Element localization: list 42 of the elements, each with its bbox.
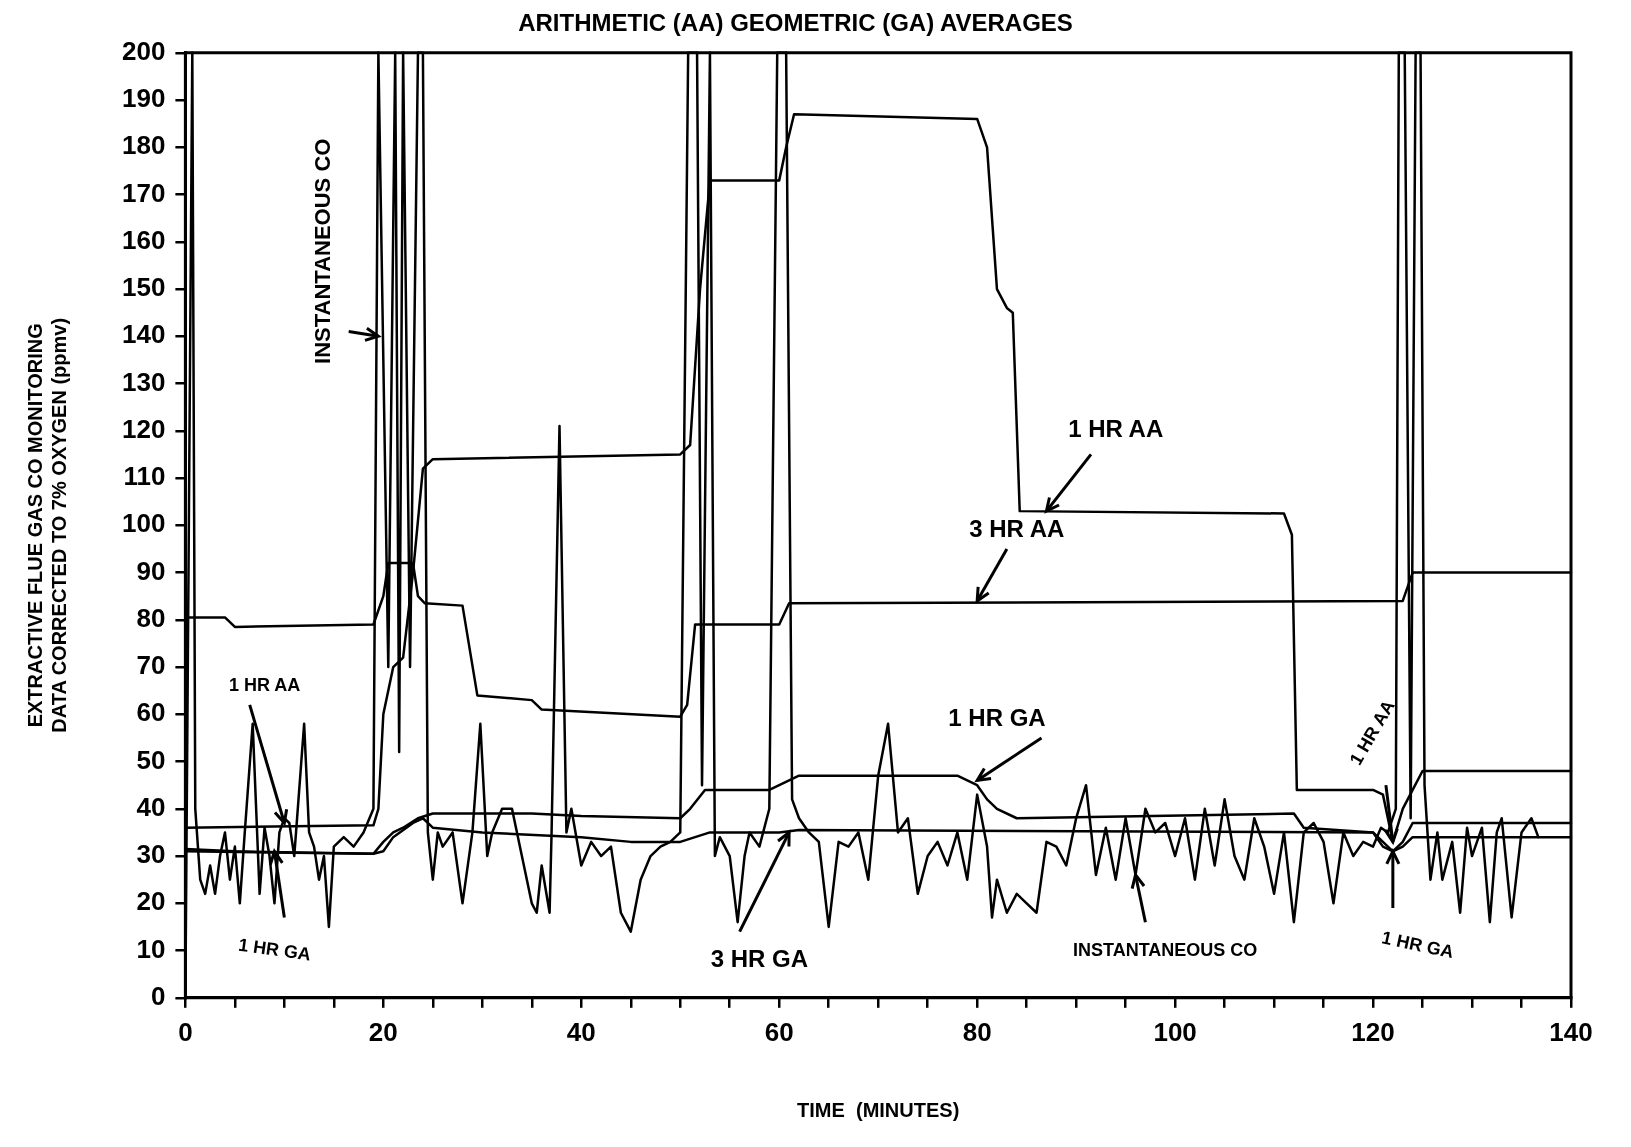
annotation: 1 HR AA [1068, 415, 1164, 443]
y-tick-label: 180 [121, 130, 166, 161]
y-tick-label: 170 [121, 177, 166, 208]
y-tick-label: 120 [121, 413, 166, 444]
y-tick-label: 130 [121, 366, 166, 397]
y-axis-title: EXTRACTIVE FLUE GAS CO MONITORING DATA CORRECTED TO 7% OXYGEN (ppmv) [23, 317, 70, 733]
y-tick-label: 60 [136, 697, 166, 728]
x-tick-label: 40 [566, 1016, 596, 1047]
y-tick-label: 140 [121, 319, 166, 350]
y-tick-label: 190 [121, 83, 166, 114]
chart-title: ARITHMETIC (AA) GEOMETRIC (GA) AVERAGES [518, 9, 1073, 37]
y-tick-label: 160 [121, 224, 166, 255]
annotation: INSTANTANEOUS CO [1073, 939, 1258, 960]
y-tick-label: 70 [136, 650, 166, 681]
y-tick-label: 20 [136, 886, 166, 917]
x-tick-label: 100 [1153, 1016, 1197, 1047]
annotation: 1 HR GA [948, 703, 1046, 731]
y-tick-label: 110 [123, 461, 166, 492]
annotation: 1 HR AA [1345, 696, 1399, 769]
y-tick-label: 50 [136, 744, 166, 775]
x-axis-title: TIME (MINUTES) [797, 1098, 960, 1121]
annotation: 3 HR GA [710, 944, 809, 972]
x-tick-label: 20 [368, 1016, 398, 1047]
y-tick-label: 100 [121, 508, 166, 539]
y-tick-label: 10 [136, 933, 166, 964]
y-tick-label: 0 [150, 980, 166, 1011]
y-tick-label: 80 [136, 602, 166, 633]
x-tick-label: 80 [962, 1016, 992, 1047]
x-tick-label: 0 [178, 1016, 193, 1047]
y-tick-label: 30 [136, 839, 166, 870]
y-tick-label: 90 [136, 555, 166, 586]
y-tick-label: 200 [121, 35, 166, 66]
y-tick-label: 40 [136, 791, 166, 822]
y-tick-label: 150 [121, 272, 166, 303]
annotation: 1 HR GA [1380, 927, 1456, 963]
annotation: 3 HR AA [969, 514, 1065, 542]
x-tick-label: 140 [1549, 1016, 1593, 1047]
annotation: INSTANTANEOUS CO [310, 138, 335, 364]
x-tick-label: 120 [1351, 1016, 1395, 1047]
annotation: 1 HR AA [228, 674, 301, 695]
x-tick-label: 60 [764, 1016, 794, 1047]
annotation: 1 HR GA [237, 934, 313, 965]
